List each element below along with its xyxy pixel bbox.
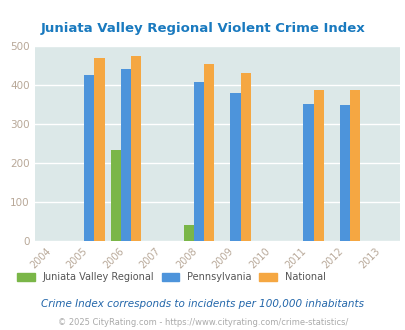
Bar (131, 56, 141, 241)
Bar (240, 73, 250, 241)
Bar (193, 82, 204, 241)
Bar (339, 105, 350, 241)
Bar (313, 90, 323, 241)
Bar (230, 93, 240, 241)
Legend: Juniata Valley Regional, Pennsylvania, National: Juniata Valley Regional, Pennsylvania, N… (17, 272, 325, 282)
Text: Juniata Valley Regional Violent Crime Index: Juniata Valley Regional Violent Crime In… (40, 22, 364, 35)
Bar (120, 69, 131, 241)
Bar (350, 90, 360, 241)
Bar (110, 150, 120, 241)
Bar (204, 64, 214, 241)
Bar (183, 224, 193, 241)
Bar (94, 58, 104, 241)
Text: © 2025 CityRating.com - https://www.cityrating.com/crime-statistics/: © 2025 CityRating.com - https://www.city… (58, 318, 347, 327)
Bar (303, 104, 313, 241)
Text: Crime Index corresponds to incidents per 100,000 inhabitants: Crime Index corresponds to incidents per… (41, 299, 364, 309)
Bar (84, 76, 94, 241)
